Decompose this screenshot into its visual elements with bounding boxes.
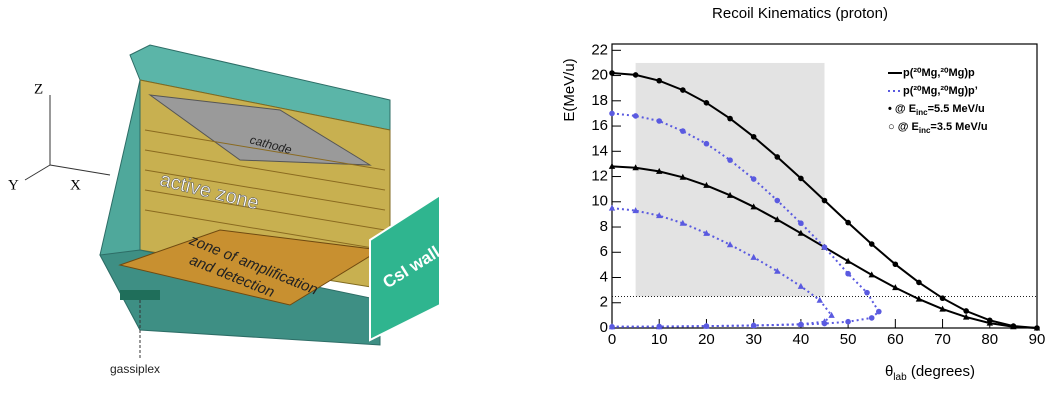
figure: Z Y X cathode active zone zone of amplif… [0,0,1045,405]
point [845,220,851,226]
x-axis-label: θlab (degrees) [885,363,975,383]
x-label-text: (degrees) [907,363,975,380]
diagram-label: gassiplex [110,362,160,376]
point [876,309,882,315]
legend-text: @ E [895,121,919,133]
point [633,72,639,78]
y-axis-label: E(MeV/u) [561,58,578,121]
y-tick-label: 14 [591,142,608,159]
x-tick-label: 20 [698,331,715,348]
y-tick-label: 22 [591,41,608,58]
point [704,100,710,106]
gassiplex-card [120,290,160,300]
point [774,154,780,160]
point [751,176,757,182]
y-tick-label: 16 [591,117,608,134]
page: Z Y X cathode active zone zone of amplif… [0,0,1045,405]
x-tick-label: 40 [793,331,810,348]
point [869,315,875,321]
point [845,319,851,325]
axis-label: Y [8,177,19,193]
point [822,244,828,250]
point [845,271,851,277]
legend-text: @ E [892,103,916,115]
y-tick-label: 12 [591,168,608,185]
legend-label: p(²⁰Mg,²⁰Mg)p [903,67,975,79]
x-label-symbol: θ [885,363,893,380]
point [864,290,870,296]
x-tick-label: 60 [887,331,904,348]
legend-label: p(²⁰Mg,²⁰Mg)p’ [903,85,978,97]
x-tick-label: 80 [981,331,998,348]
point [656,118,662,124]
y-tick-label: 6 [600,243,608,260]
x-tick-label: 70 [934,331,951,348]
point [680,87,686,93]
point [727,116,733,122]
y-tick-label: 2 [600,294,608,311]
point [916,280,922,286]
point [704,141,710,147]
x-tick-label: 50 [840,331,857,348]
point [609,111,615,117]
y-tick-label: 10 [591,193,608,210]
legend-label: ○ @ Einc=3.5 MeV/u [888,121,988,135]
point [751,134,757,140]
point [893,261,899,267]
x-label-subscript: lab [893,372,907,383]
x-tick-label: 30 [745,331,762,348]
x-tick-label: 10 [651,331,668,348]
axis-y [25,165,50,180]
y-tick-label: 18 [591,92,608,109]
point [656,78,662,84]
point [609,70,615,76]
y-tick-label: 4 [600,268,608,285]
y-tick-label: 0 [600,319,608,336]
point [774,198,780,204]
detector-diagram: Z Y X cathode active zone zone of amplif… [8,45,443,376]
point [869,241,875,247]
x-tick-label: 0 [608,331,616,348]
point [609,205,615,211]
point [798,176,804,182]
axis-label: Z [34,81,43,97]
legend-text: =3.5 MeV/u [930,121,987,133]
legend-symbol: ○ [888,121,895,133]
x-tick-label: 90 [1029,331,1045,348]
y-tick-label: 8 [600,218,608,235]
legend-text: =5.5 MeV/u [928,103,985,115]
axis-label: X [70,177,81,193]
acceptance-region [636,63,825,297]
chart-title: Recoil Kinematics (proton) [712,5,888,22]
legend-subscript: inc [919,126,931,135]
point [727,157,733,163]
legend-subscript: inc [916,108,928,117]
point [633,113,639,119]
point [798,220,804,226]
point [680,128,686,134]
axis-x [50,165,110,175]
point [963,308,969,314]
legend-label: • @ Einc=5.5 MeV/u [888,103,985,117]
y-tick-label: 20 [591,67,608,84]
point [940,295,946,301]
point [822,198,828,204]
